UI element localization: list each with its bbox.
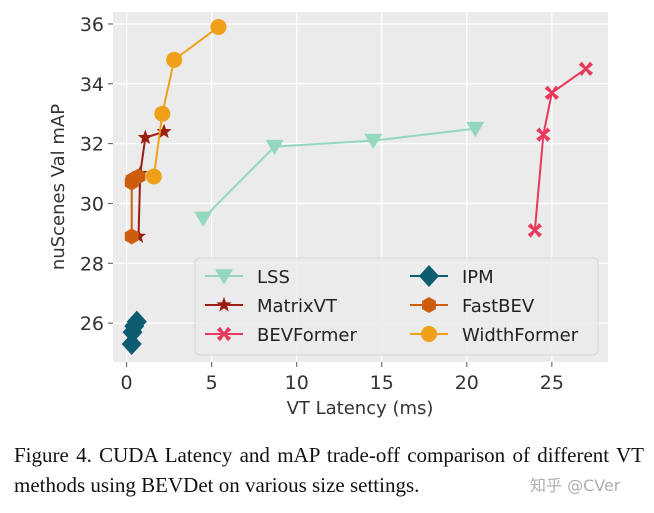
series-layer — [121, 18, 594, 356]
y-axis-ticks: 26 28 30 32 34 36 — [80, 14, 113, 335]
data-point — [131, 168, 146, 185]
x-axis-ticks: 0 5 10 15 20 25 — [121, 362, 564, 394]
series-ipm — [121, 310, 147, 356]
series-line — [202, 127, 476, 220]
series-fastbev — [124, 168, 146, 245]
data-point — [265, 139, 284, 156]
data-point — [194, 211, 213, 227]
data-point — [124, 228, 139, 245]
legend-label: IPM — [462, 267, 494, 288]
x-tick-label: 5 — [206, 372, 218, 394]
x-tick-label: 25 — [540, 372, 564, 394]
data-point — [364, 133, 383, 150]
legend-label: MatrixVT — [257, 296, 338, 317]
legend-label: FastBEV — [462, 296, 535, 317]
data-point — [156, 123, 172, 139]
series-widthformer — [145, 18, 227, 185]
y-tick-label: 32 — [80, 134, 104, 156]
y-tick-label: 34 — [80, 74, 104, 96]
data-point — [166, 51, 183, 68]
legend-item: WidthFormer — [410, 325, 579, 346]
data-point — [578, 61, 594, 77]
y-tick-label: 30 — [80, 193, 104, 215]
x-tick-label: 20 — [455, 372, 479, 394]
legend-item: IPM — [410, 265, 494, 288]
legend-marker — [216, 297, 232, 312]
x-tick-label: 0 — [121, 372, 133, 394]
x-tick-label: 15 — [370, 372, 394, 394]
series-line — [137, 130, 165, 237]
legend-marker — [421, 326, 437, 342]
series-line — [152, 26, 220, 177]
y-tick-label: 26 — [80, 313, 104, 335]
data-point — [137, 129, 153, 145]
legend-item: BEVFormer — [205, 325, 357, 346]
legend-item: FastBEV — [410, 296, 535, 317]
data-point — [210, 18, 227, 35]
y-axis-label: nuScenes Val mAP — [48, 104, 69, 270]
legend-label: WidthFormer — [462, 325, 579, 346]
data-point — [544, 85, 560, 100]
data-point — [145, 168, 162, 185]
legend-label: LSS — [257, 267, 290, 288]
chart: 0 5 10 15 20 25 26 28 30 32 34 36 LSS MatrixVT BEVFo… — [48, 12, 608, 419]
data-point — [121, 333, 142, 356]
data-point — [154, 105, 171, 122]
legend-marker — [422, 297, 436, 313]
series-lss — [194, 121, 485, 227]
y-tick-label: 36 — [80, 14, 104, 36]
data-point — [126, 310, 147, 333]
series-bevformer — [527, 61, 594, 238]
figure-caption: Figure 4. CUDA Latency and mAP trade-off… — [14, 443, 644, 497]
legend-marker — [216, 326, 232, 342]
data-point — [536, 127, 551, 142]
legend-marker — [419, 265, 439, 287]
x-axis-label: VT Latency (ms) — [287, 398, 434, 419]
watermark: 知乎 @CVer — [530, 476, 621, 495]
x-tick-label: 10 — [285, 372, 309, 394]
data-point — [527, 223, 543, 238]
legend-item: MatrixVT — [205, 296, 338, 317]
data-point — [466, 121, 485, 138]
legend-item: LSS — [205, 267, 290, 288]
y-tick-label: 28 — [80, 253, 104, 275]
legend-box — [194, 257, 599, 356]
legend-marker — [215, 269, 233, 285]
legend: LSS MatrixVT BEVFormer IPM FastBEV WidthForme… — [194, 257, 599, 356]
legend-label: BEVFormer — [257, 325, 357, 346]
series-line — [533, 68, 587, 231]
